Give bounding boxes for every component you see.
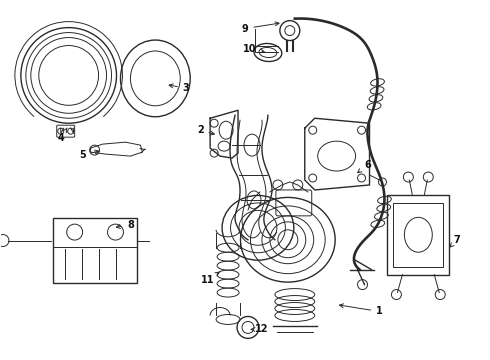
Text: 8: 8 [116,220,134,230]
Text: 12: 12 [251,324,269,334]
Text: 5: 5 [79,150,99,160]
Text: 9: 9 [242,22,279,33]
Text: 7: 7 [450,235,461,247]
Text: 3: 3 [169,84,190,93]
Text: 6: 6 [358,160,371,173]
Text: 2: 2 [197,125,215,135]
Text: 1: 1 [340,304,383,316]
Text: 10: 10 [243,44,264,54]
Text: 4: 4 [57,128,67,143]
Text: 11: 11 [201,272,220,285]
